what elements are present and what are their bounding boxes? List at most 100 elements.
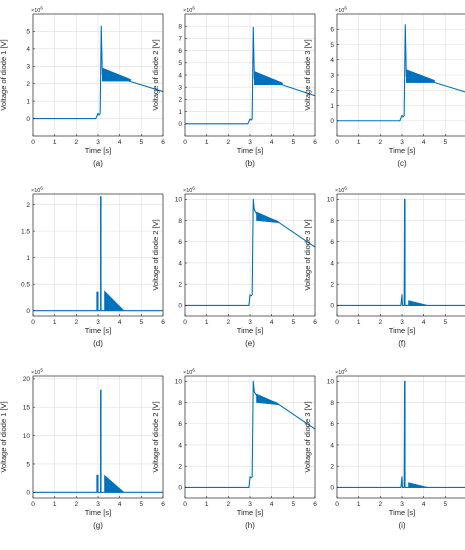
y-tick-label: 8	[330, 400, 334, 407]
x-tick-label: 0	[183, 139, 187, 146]
x-tick-label: 4	[118, 139, 122, 146]
y-tick-label: 0	[330, 118, 334, 125]
x-tick-label: 5	[444, 139, 448, 146]
axis-exponent: ×106	[31, 186, 43, 195]
y-tick-label: 0.5	[21, 281, 30, 288]
x-tick-label: 6	[313, 501, 317, 508]
y-tick-label: 2	[330, 88, 334, 95]
y-tick-label: 2	[330, 463, 334, 470]
y-axis-label: Voltage of diode 1 [V]	[0, 39, 8, 110]
y-tick-label: 4	[330, 57, 334, 64]
x-tick-label: 1	[205, 319, 209, 326]
x-axis-label: Time [s]	[85, 146, 111, 155]
series-line	[337, 380, 465, 488]
series-line	[33, 196, 163, 312]
x-tick-label: 2	[227, 501, 231, 508]
x-tick-label: 2	[379, 501, 383, 508]
axis-exponent-power: 6	[40, 6, 43, 11]
y-tick-label: 0	[178, 303, 182, 310]
subplot-caption: (f)	[398, 339, 406, 348]
x-axis-label: Time [s]	[237, 508, 263, 517]
subplot-a: 0 1 2 3 4 5 6 0 1 2 3 4 5 ×106 Time [s] Voltage of diod…	[0, 6, 165, 169]
y-tick-label: 10	[327, 197, 335, 204]
x-tick-label: 0	[31, 501, 35, 508]
y-tick-label: 2	[178, 97, 182, 104]
series-line	[33, 25, 164, 120]
x-tick-label: 6	[313, 319, 317, 326]
subplot-b: 0 1 2 3 4 5 6 0 1 2 3 4 5 6 7 8 ×106 Time [s] Voltage of d…	[151, 6, 317, 169]
y-tick-label: 10	[23, 433, 31, 440]
subplot-g: 0 1 2 3 4 5 6 0 5 10 15 20×105 Time [s] Voltage of di…	[0, 368, 165, 531]
y-tick-label: 6	[178, 239, 182, 246]
y-axis-label: Voltage of diode 1 [V]	[0, 401, 8, 472]
x-axis-label: Time [s]	[389, 508, 415, 517]
subplot-caption: (e)	[245, 339, 255, 348]
x-tick-label: 4	[118, 501, 122, 508]
y-tick-label: 8	[178, 218, 182, 225]
y-axis-label: Voltage of diode 3 [V]	[303, 219, 312, 290]
x-tick-label: 2	[75, 501, 79, 508]
x-tick-label: 4	[118, 319, 122, 326]
y-tick-label: 20	[23, 376, 31, 383]
x-tick-label: 4	[422, 319, 426, 326]
y-tick-label: 8	[178, 24, 182, 31]
subplot-e: 0 1 2 3 4 5 6 0 2 4 6 8 10×106 Time [s] Voltage of dio…	[151, 186, 317, 349]
x-tick-label: 5	[444, 319, 448, 326]
axis-exponent-power: 5	[40, 368, 43, 373]
x-tick-label: 3	[400, 501, 404, 508]
y-tick-label: 0	[26, 116, 30, 123]
subplot-caption: (a)	[93, 159, 103, 168]
y-tick-label: 5	[26, 29, 30, 36]
y-tick-label: 4	[330, 260, 334, 267]
x-tick-label: 3	[96, 319, 100, 326]
y-tick-label: 0	[330, 485, 334, 492]
x-tick-label: 4	[422, 501, 426, 508]
y-tick-label: 0	[178, 121, 182, 128]
y-tick-label: 6	[178, 421, 182, 428]
y-tick-label: 0	[330, 303, 334, 310]
series-line	[185, 198, 316, 306]
y-tick-label: 15	[23, 405, 31, 412]
y-tick-label: 6	[330, 421, 334, 428]
axis-exponent: ×106	[183, 368, 195, 377]
y-tick-label: 3	[26, 64, 30, 71]
x-tick-label: 6	[313, 139, 317, 146]
x-tick-label: 0	[335, 501, 339, 508]
y-tick-label: 4	[178, 72, 182, 79]
subplot-f: 0 1 2 3 4 5 6 0 2 4 6 8 10×106 Time [s] Voltage of dio…	[303, 186, 465, 348]
axis-exponent-power: 6	[344, 186, 347, 191]
x-axis-label: Time [s]	[389, 146, 415, 155]
y-axis-label: Voltage of diode 3 [V]	[303, 401, 312, 472]
x-tick-label: 1	[53, 501, 57, 508]
subplot-i: 0 1 2 3 4 5 6 0 2 4 6 8 10×106 Time [s] Voltage of dio…	[303, 368, 465, 530]
x-tick-label: 5	[292, 139, 296, 146]
y-tick-label: 10	[175, 197, 183, 204]
x-tick-label: 1	[53, 319, 57, 326]
y-tick-label: 1	[178, 109, 182, 116]
y-tick-label: 6	[330, 239, 334, 246]
x-tick-label: 4	[270, 139, 274, 146]
x-tick-label: 3	[400, 139, 404, 146]
x-tick-label: 5	[140, 501, 144, 508]
x-tick-label: 1	[205, 501, 209, 508]
x-tick-label: 2	[75, 139, 79, 146]
x-tick-label: 2	[227, 139, 231, 146]
x-tick-label: 3	[248, 139, 252, 146]
y-tick-label: 6	[178, 48, 182, 55]
axis-exponent: ×106	[31, 6, 43, 15]
y-tick-label: 0	[26, 490, 30, 497]
subplot-caption: (h)	[245, 521, 255, 530]
axis-exponent-power: 6	[192, 6, 195, 11]
y-axis-label: Voltage of diode 2 [V]	[151, 401, 160, 472]
axis-exponent: ×106	[183, 6, 195, 15]
x-tick-label: 0	[31, 319, 35, 326]
series-line	[337, 198, 465, 306]
axis-exponent: ×106	[183, 186, 195, 195]
axis-exponent-power: 6	[192, 186, 195, 191]
axis-exponent-power: 6	[40, 186, 43, 191]
x-tick-label: 4	[422, 139, 426, 146]
y-tick-label: 4	[330, 442, 334, 449]
